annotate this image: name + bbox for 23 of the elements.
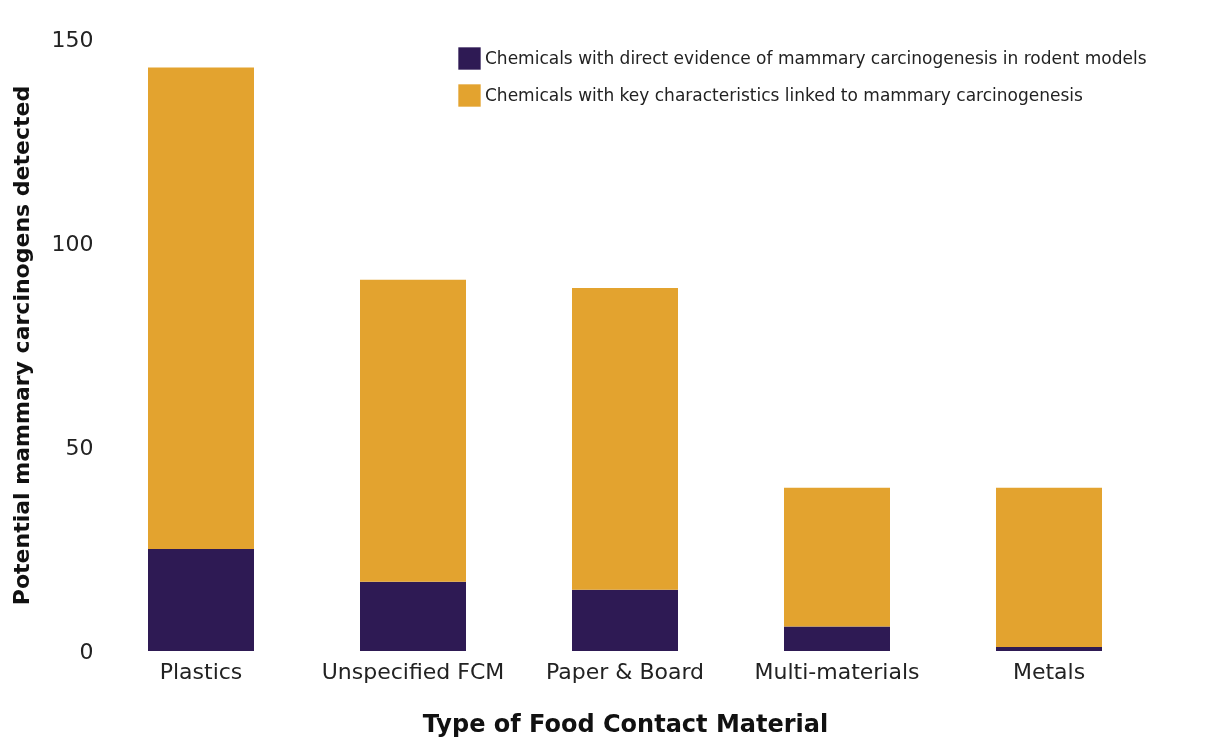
x-axis-title: Type of Food Contact Material: [422, 709, 829, 738]
bar: [996, 646, 1102, 651]
bar: [572, 287, 678, 590]
x-tick-label: Metals: [1012, 658, 1086, 684]
legend-label: Chemicals with direct evidence of mammary carcinogenesis in rodent models: [485, 47, 1147, 68]
y-tick-label: 50: [65, 434, 94, 460]
y-axis-title: Potential mammary carcinogens detected: [8, 85, 34, 606]
legend-label: Chemicals with key characteristics linked to mammary carcinogenesis: [485, 84, 1083, 105]
x-tick-label: Multi-materials: [754, 658, 920, 684]
y-tick-label: 100: [51, 230, 94, 256]
bar: [360, 279, 466, 582]
x-tick-label: Unspecified FCM: [321, 658, 505, 684]
bar: [784, 626, 890, 651]
y-tick-label: 0: [79, 638, 94, 664]
bar: [360, 581, 466, 651]
x-tick-label: Plastics: [159, 658, 243, 684]
bar: [572, 589, 678, 651]
x-tick-label: Paper & Board: [545, 658, 705, 684]
bar: [148, 67, 254, 549]
bar: [784, 487, 890, 627]
y-tick-label: 150: [51, 26, 94, 52]
bar: [148, 549, 254, 651]
bar: [996, 487, 1102, 647]
